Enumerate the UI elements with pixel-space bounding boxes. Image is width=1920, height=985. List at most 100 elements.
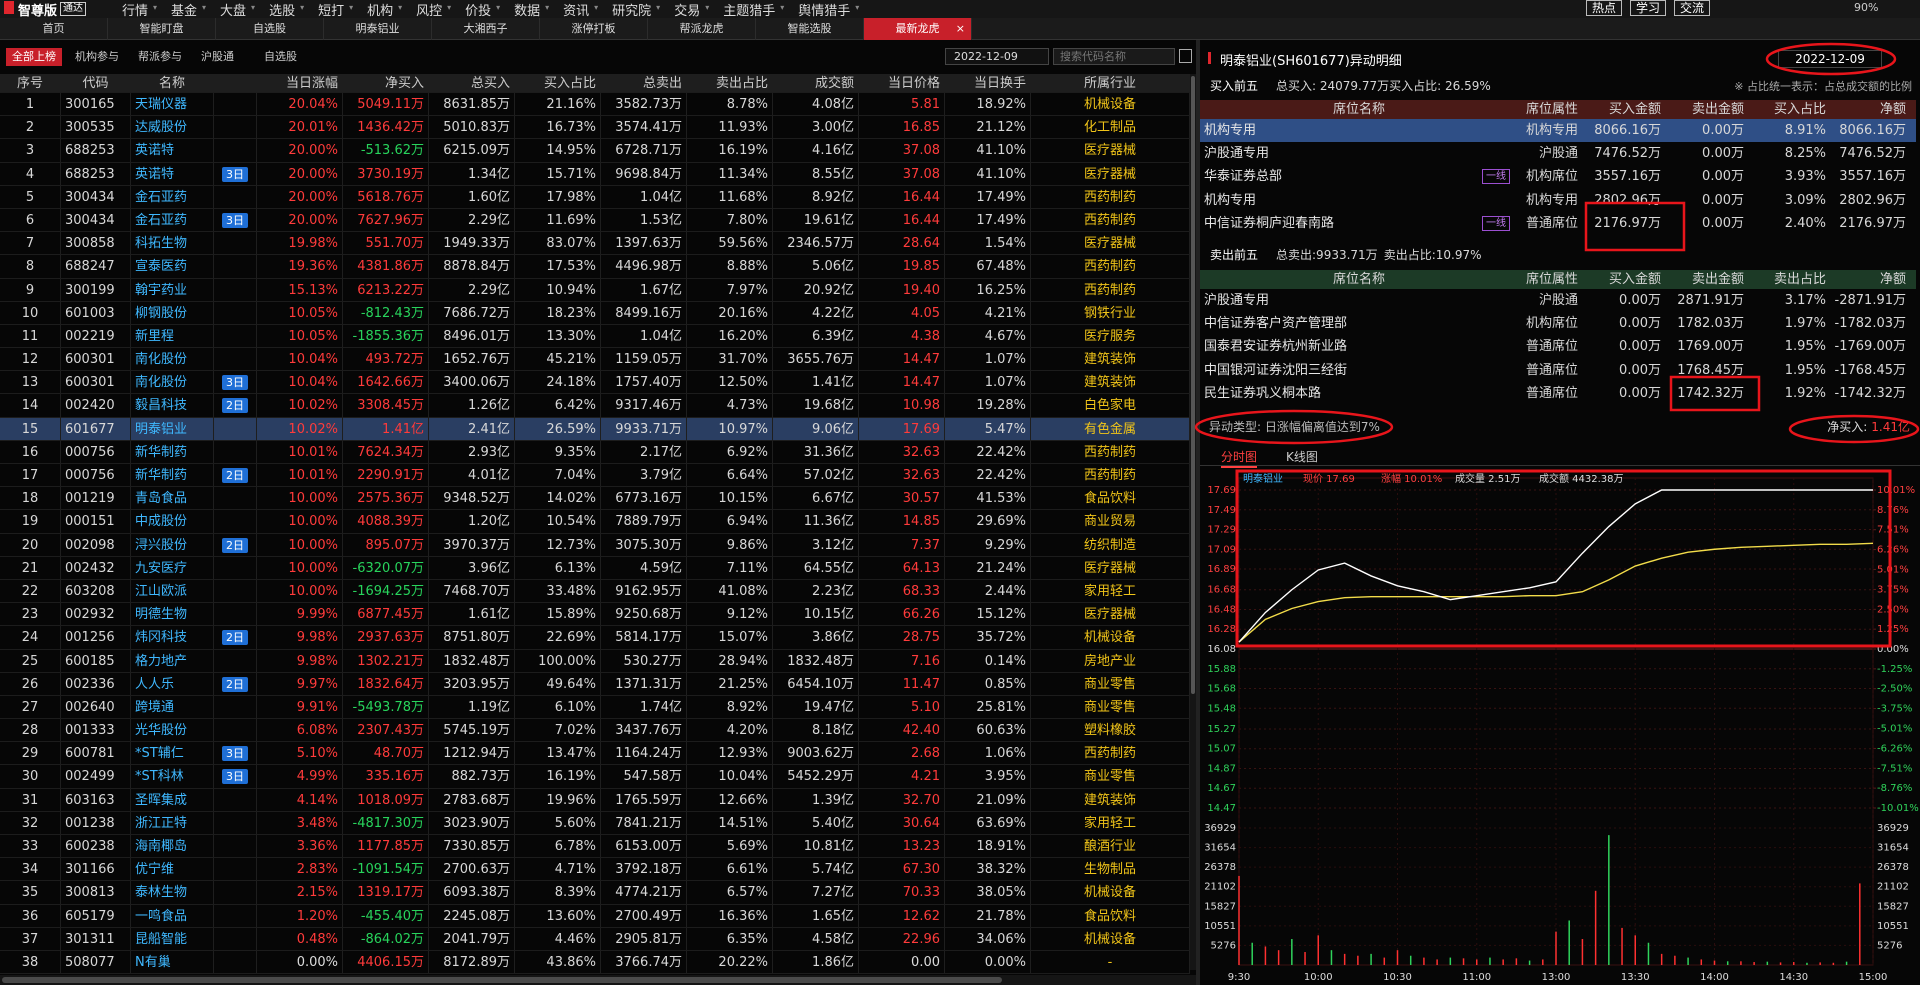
column-header[interactable]: 当日价格 (859, 74, 945, 92)
close-button[interactable]: × (955, 22, 965, 35)
table-row[interactable]: 32 001238 浙江正特 3.48% -4817.30万 3023.90万 5.60% 7… (0, 811, 1190, 835)
table-row[interactable]: 1 300165 天瑞仪器 20.04% 5049.11万 8631.85万 21.16% 3… (0, 93, 1190, 117)
filter-tab[interactable]: 沪股通 (201, 50, 234, 63)
menu-item[interactable]: 机构 (367, 0, 402, 19)
column-header[interactable]: 代码 (61, 74, 131, 92)
table-row[interactable]: 14 002420 毅昌科技 2日 10.02% 3308.45万 1.26亿 6.42% 93… (0, 394, 1190, 418)
table-row[interactable]: 8 688247 宣泰医药 19.36% 4381.86万 8878.84万 17.53% 4… (0, 255, 1190, 279)
table-row[interactable]: 5 300434 金石亚药 20.00% 5618.76万 1.60亿 17.98% 1.04… (0, 185, 1190, 209)
tab[interactable]: 首页 (0, 18, 108, 40)
menu-item[interactable]: 风控 (416, 0, 451, 19)
column-header[interactable]: 成交额 (773, 74, 859, 92)
table-row[interactable]: 31 603163 圣晖集成 4.14% 1018.09万 2783.68万 19.96% 1… (0, 788, 1190, 812)
column-header[interactable]: 总卖出 (601, 74, 687, 92)
column-header[interactable]: 当日换手 (945, 74, 1031, 92)
top-button[interactable]: 热点 (1586, 0, 1623, 16)
detail-date[interactable]: 2022-12-09 (1778, 50, 1882, 68)
column-header[interactable]: 净买入 (343, 74, 429, 92)
filter-tab[interactable]: 机构参与 (75, 50, 119, 63)
column-header[interactable]: 卖出占比 (687, 74, 773, 92)
seat-row[interactable]: 机构专用 机构专用 8066.16万 0.00万 8.91% 8066.16万 (1200, 119, 1916, 143)
tab[interactable]: 大湘西子 (432, 18, 540, 40)
column-header[interactable]: 名称 (131, 74, 214, 92)
scroll-thumb[interactable] (1191, 76, 1195, 694)
table-row[interactable]: 27 002640 跨境通 9.91% -5493.78万 1.19亿 6.10% 1.74亿… (0, 695, 1190, 720)
menu-item[interactable]: 资讯 (563, 0, 598, 19)
table-row[interactable]: 10 601003 柳钢股份 10.05% -812.43万 7686.72万 18.23%… (0, 301, 1190, 325)
column-header[interactable]: 当日涨幅 (257, 74, 343, 92)
seat-row[interactable]: 机构专用 机构专用 2802.96万 0.00万 3.09% 2802.96万 (1200, 189, 1916, 212)
table-row[interactable]: 18 001219 青岛食品 10.00% 2575.36万 9348.52万 14.02%… (0, 487, 1190, 511)
table-row[interactable]: 28 001333 光华股份 6.08% 2307.43万 5745.19万 7.02% 34… (0, 719, 1190, 743)
seat-row[interactable]: 沪股通专用 沪股通 0.00万 2871.91万 3.17% -2871.91万 (1200, 289, 1916, 312)
table-row[interactable]: 36 605179 一鸣食品 1.20% -455.40万 2245.08万 13.60% 2… (0, 904, 1190, 928)
table-row[interactable]: 23 002932 明德生物 9.99% 6877.45万 1.61亿 15.89% 9250… (0, 603, 1190, 627)
menu-item[interactable]: 主题猎手 (723, 0, 784, 19)
tab[interactable]: 涨停打板 (540, 18, 648, 40)
table-row[interactable]: 33 600238 海南椰岛 3.36% 1177.85万 7330.85万 6.78% 61… (0, 835, 1190, 859)
filter-tab[interactable]: 自选股 (264, 50, 297, 63)
table-row[interactable]: 15 601677 明泰铝业 10.02% 1.41亿 2.41亿 26.59% 9933.7… (0, 417, 1190, 441)
menu-item[interactable]: 舆情猎手 (798, 0, 859, 19)
menu-item[interactable]: 大盘 (220, 0, 255, 19)
table-row[interactable]: 30 002499 *ST科林 3日 4.99% 335.16万 882.73万 16.19%… (0, 765, 1190, 789)
menu-item[interactable]: 基金 (171, 0, 206, 19)
seat-row[interactable]: 国泰君安证券杭州新业路 普通席位 0.00万 1769.00万 1.95% -1769.0… (1200, 335, 1916, 358)
tab[interactable]: 自选股 (216, 18, 324, 40)
table-row[interactable]: 6 300434 金石亚药 3日 20.00% 7627.96万 2.29亿 11.69% 1.… (0, 208, 1190, 233)
table-row[interactable]: 34 301166 优宁维 2.83% -1091.54万 2700.63万 4.71% 37… (0, 858, 1190, 882)
table-row[interactable]: 9 300199 翰宇药业 15.13% 6213.22万 2.29亿 10.94% 1.67… (0, 278, 1190, 302)
table-row[interactable]: 21 002432 九安医疗 10.00% -6320.07万 3.96亿 6.13% 4.5… (0, 556, 1190, 580)
menu-item[interactable]: 行情 (122, 0, 157, 19)
column-header[interactable]: 所属行业 (1031, 74, 1190, 92)
menu-item[interactable]: 价投 (465, 0, 500, 19)
top-button[interactable]: 交流 (1674, 0, 1711, 16)
table-row[interactable]: 7 300858 科拓生物 19.98% 551.70万 1949.33万 83.07% 13… (0, 232, 1190, 256)
table-row[interactable]: 3 688253 英诺特 20.00% -513.62万 6215.09万 14.95% 67… (0, 139, 1190, 163)
filter-tab[interactable]: 全部上榜 (6, 48, 62, 66)
table-row[interactable]: 2 300535 达威股份 20.01% 1436.42万 5010.83万 16.73% 3… (0, 116, 1190, 140)
seat-row[interactable]: 中信证券桐庐迎春南路 一线 普通席位 2176.97万 0.00万 2.40% 2176.9… (1200, 212, 1916, 235)
tab[interactable]: 明泰铝业 (324, 18, 432, 40)
table-row[interactable]: 13 600301 南化股份 3日 10.04% 1642.66万 3400.06万 24.1… (0, 371, 1190, 395)
table-row[interactable]: 35 300813 泰林生物 2.15% 1319.17万 6093.38万 8.39% 47… (0, 881, 1190, 905)
menu-item[interactable]: 选股 (269, 0, 304, 19)
tab[interactable]: 智能选股 (756, 18, 864, 40)
table-row[interactable]: 17 000756 新华制药 2日 10.01% 2290.91万 4.01亿 7.04% 3.… (0, 464, 1190, 488)
chart-tab[interactable]: 分时图 (1221, 448, 1258, 468)
tab[interactable]: 帮派龙虎 (648, 18, 756, 40)
table-row[interactable]: 12 600301 南化股份 10.04% 493.72万 1652.76万 45.21% 1… (0, 348, 1190, 372)
menu-item[interactable]: 研究院 (612, 0, 660, 19)
column-header[interactable]: 买入占比 (515, 74, 601, 92)
seat-row[interactable]: 沪股通专用 沪股通 7476.52万 0.00万 8.25% 7476.52万 (1200, 142, 1916, 165)
tab[interactable]: 智能盯盘 (108, 18, 216, 40)
table-row[interactable]: 26 002336 人人乐 2日 9.97% 1832.64万 3203.95万 49.64%… (0, 672, 1190, 696)
table-row[interactable]: 16 000756 新华制药 10.01% 7624.34万 2.93亿 9.35% 2.17… (0, 440, 1190, 464)
column-header[interactable]: 总买入 (429, 74, 515, 92)
table-row[interactable]: 4 688253 英诺特 3日 20.00% 3730.19万 1.34亿 15.71% 969… (0, 162, 1190, 186)
layout-icon[interactable] (1179, 49, 1192, 63)
date-picker[interactable]: 2022-12-09 (945, 48, 1049, 65)
table-row[interactable]: 20 002098 浔兴股份 2日 10.00% 895.07万 3970.37万 12.73… (0, 533, 1190, 557)
chart-tab[interactable]: K线图 (1286, 450, 1318, 464)
table-row[interactable]: 24 001256 炜冈科技 2日 9.98% 2937.63万 8751.80万 22.69… (0, 626, 1190, 650)
table-row[interactable]: 37 301311 昆船智能 0.48% -864.02万 2041.79万 4.46% 29… (0, 927, 1190, 951)
seat-row[interactable]: 中信证券客户资产管理部 机构席位 0.00万 1782.03万 1.97% -1782.0… (1200, 312, 1916, 335)
table-row[interactable]: 22 603208 江山欧派 10.00% -1694.25万 7468.70万 33.48… (0, 579, 1190, 604)
scroll-thumb[interactable] (2, 977, 1002, 983)
tab[interactable]: 最新龙虎 × (864, 18, 972, 40)
top-button[interactable]: 学习 (1630, 0, 1667, 16)
filter-tab[interactable]: 帮派参与 (138, 50, 182, 63)
search-box[interactable]: 搜索代码名称 (1053, 48, 1175, 65)
table-row[interactable]: 11 002219 新里程 10.05% -1855.36万 8496.01万 13.30%… (0, 324, 1190, 349)
table-row[interactable]: 38 508077 N有巢 0.00% 4406.15万 8172.89万 43.86% 37… (0, 950, 1190, 975)
column-header[interactable]: 序号 (0, 74, 61, 92)
menu-item[interactable]: 交易 (674, 0, 709, 19)
menu-item[interactable]: 短打 (318, 0, 353, 19)
table-row[interactable]: 25 600185 格力地产 9.98% 1302.21万 1832.48万 100.00%… (0, 649, 1190, 673)
menu-item[interactable]: 数据 (514, 0, 549, 19)
logo[interactable]: 智尊版 (4, 0, 57, 19)
table-row[interactable]: 29 600781 *ST辅仁 3日 5.10% 48.70万 1212.94万 13.47%… (0, 742, 1190, 766)
seat-row[interactable]: 中国银河证券沈阳三经街 普通席位 0.00万 1768.45万 1.95% -1768.4… (1200, 359, 1916, 382)
seat-row[interactable]: 民生证券巩义桐本路 普通席位 0.00万 1742.32万 1.92% -1742.32万 (1200, 382, 1916, 405)
